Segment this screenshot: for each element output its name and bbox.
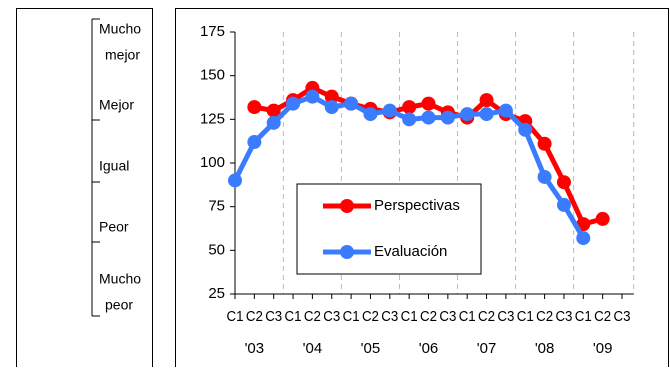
x-quarter-label-11: C3 [439, 308, 456, 325]
chart-panel: 25 50 75 100 125 150 175 C1 C2 C3 C1 C2 C3 C1 C2 C3 C1 C2… [175, 8, 669, 367]
series-0-point-2 [266, 103, 281, 118]
x-quarter-label-5: C3 [323, 308, 340, 325]
x-quarter-label-8: C3 [381, 308, 398, 325]
scale-label-4-line2: peor [105, 297, 133, 313]
legend-label-0: Perspectivas [374, 197, 460, 214]
x-quarter-label-1: C2 [246, 308, 263, 325]
legend-label-1: Evaluación [374, 243, 447, 260]
series-0-point-5 [324, 89, 339, 104]
x-quarter-label-2: C3 [265, 308, 282, 325]
legend-box [296, 183, 482, 275]
x-quarter-label-12: C1 [459, 308, 476, 325]
scale-label-4: Mucho [99, 271, 141, 287]
x-quarter-label-19: C2 [594, 308, 611, 325]
y-tick-label-150: 150 [200, 67, 225, 84]
scale-label-2: Igual [99, 158, 129, 174]
series-1-point-11 [440, 110, 455, 125]
y-tick-label-175: 175 [200, 23, 225, 40]
y-tick-label-125: 125 [200, 110, 225, 127]
series-0-point-9 [402, 100, 417, 115]
series-1-point-6 [344, 96, 359, 111]
x-quarter-label-15: C1 [517, 308, 534, 325]
scale-label-0: Mucho [99, 21, 141, 37]
series-1-point-7 [363, 107, 378, 122]
series-1-point-4 [305, 89, 320, 104]
x-year-label-0: '03 [245, 340, 265, 357]
legend-marker-1 [340, 245, 354, 259]
series-0-point-16 [537, 136, 552, 151]
series-1-point-1 [247, 135, 262, 150]
x-quarter-label-3: C1 [285, 308, 302, 325]
series-1-point-17 [556, 197, 571, 212]
series-1-point-18 [576, 231, 591, 246]
x-quarter-label-16: C2 [536, 308, 553, 325]
series-0-point-13 [479, 93, 494, 108]
x-quarter-label-13: C2 [478, 308, 495, 325]
x-quarter-label-9: C1 [401, 308, 418, 325]
series-0-point-10 [421, 96, 436, 111]
series-1-point-15 [518, 122, 533, 137]
x-quarter-label-18: C1 [575, 308, 592, 325]
series-1-point-14 [498, 103, 513, 118]
legend: Perspectivas Evaluación [296, 183, 482, 275]
x-year-label-6: '09 [593, 340, 613, 357]
scale-label-1: Mejor [99, 97, 134, 113]
y-tick-label-50: 50 [208, 241, 225, 258]
scale-label-0-line2: mejor [105, 47, 140, 63]
y-tick-label-100: 100 [200, 154, 225, 171]
x-quarter-label-20: C3 [614, 308, 631, 325]
x-year-label-1: '04 [303, 340, 323, 357]
scale-svg: Mucho mejor Mejor Igual Peor Mucho peor [91, 18, 141, 317]
series-1-point-10 [421, 110, 436, 125]
x-year-label-5: '08 [535, 340, 555, 357]
scale-label-3: Peor [99, 219, 129, 235]
x-year-label-2: '05 [361, 340, 381, 357]
series-1-point-13 [479, 107, 494, 122]
series-0-point-17 [556, 175, 571, 190]
x-year-label-4: '07 [477, 340, 497, 357]
legend-marker-0 [340, 199, 354, 213]
x-quarter-label-17: C3 [555, 308, 572, 325]
series-1-point-3 [286, 96, 301, 111]
scale-panel: Mucho mejor Mejor Igual Peor Mucho peor [16, 8, 153, 367]
series-1-point-16 [537, 169, 552, 184]
y-tick-label-75: 75 [208, 198, 225, 215]
series-1-point-12 [460, 107, 475, 122]
x-quarter-label-4: C2 [304, 308, 321, 325]
x-year-label-3: '06 [419, 340, 439, 357]
x-quarter-label-0: C1 [227, 308, 244, 325]
series-1-point-9 [402, 112, 417, 127]
series-1-point-5 [324, 100, 339, 115]
series-0-point-19 [595, 211, 610, 226]
x-quarter-label-10: C2 [420, 308, 437, 325]
x-quarter-label-7: C2 [362, 308, 379, 325]
x-quarter-label-6: C1 [343, 308, 360, 325]
series-1-point-8 [382, 103, 397, 118]
x-quarter-label-14: C3 [497, 308, 514, 325]
series-1-point-0 [228, 173, 242, 188]
y-tick-label-25: 25 [208, 285, 225, 302]
series-1-point-2 [266, 115, 281, 130]
series-0-point-1 [247, 100, 262, 115]
